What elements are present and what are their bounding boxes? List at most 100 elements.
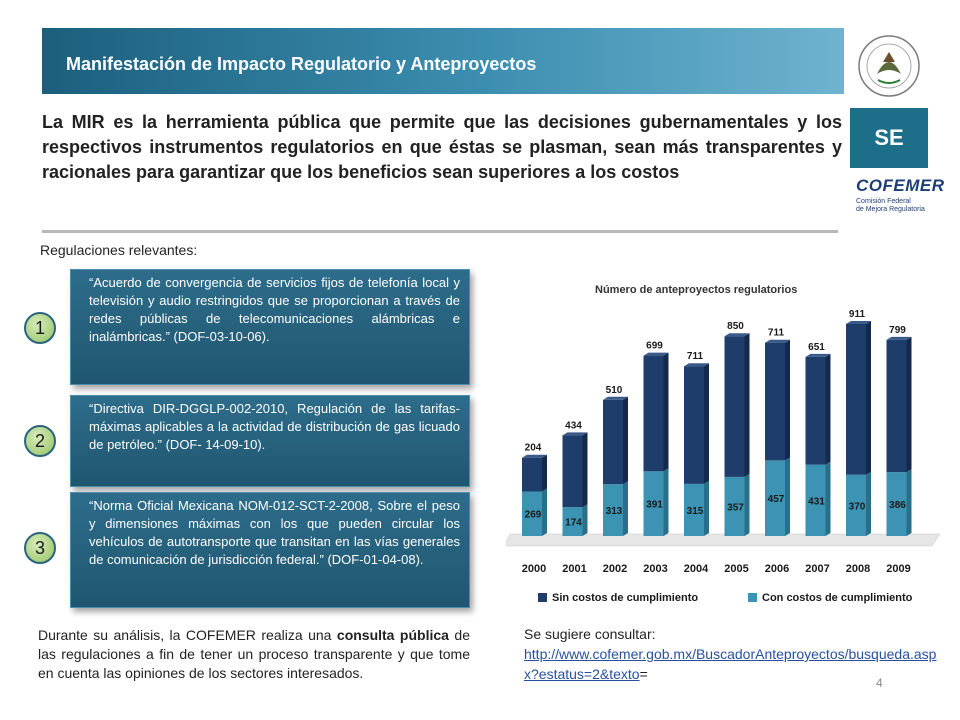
- bar-side-light: [866, 471, 871, 536]
- x-tick-label: 2004: [684, 563, 709, 575]
- x-tick-label: 2001: [562, 563, 586, 575]
- cofemer-logo: COFEMER Comisión Federal de Mejora Regul…: [852, 174, 944, 218]
- intro-text: La MIR es la herramienta pública que per…: [42, 112, 842, 182]
- analysis-text-1: Durante su análisis, la COFEMER realiza …: [38, 627, 337, 643]
- regulation-number-3: 3: [24, 532, 56, 564]
- data-label-con: 386: [889, 500, 906, 511]
- bar-side-dark: [582, 432, 588, 508]
- data-label-con: 315: [687, 506, 704, 517]
- x-tick-label: 2002: [603, 563, 627, 575]
- bar-con-costos: [643, 471, 664, 536]
- analysis-paragraph: Durante su análisis, la COFEMER realiza …: [38, 626, 470, 683]
- bar-side-light: [704, 480, 709, 536]
- data-label-sin: 510: [606, 385, 623, 396]
- cofemer-logo-sub: Comisión Federal de Mejora Regulatoria: [856, 198, 925, 214]
- regulation-box-3: “Norma Oficial Mexicana NOM-012-SCT-2-20…: [70, 492, 470, 608]
- bar-top: [562, 432, 588, 436]
- suggest-block: Se sugiere consultar: http://www.cofemer…: [524, 624, 944, 684]
- data-label-con: 370: [849, 501, 866, 512]
- bar-side-dark: [704, 363, 709, 484]
- x-tick-label: 2009: [886, 563, 910, 575]
- bar-top: [724, 333, 750, 337]
- bar-sin-costos: [724, 336, 745, 477]
- bar-sin-costos: [643, 355, 664, 472]
- bar-side-light: [623, 481, 628, 536]
- legend-swatch-con: [748, 593, 757, 602]
- bar-con-costos: [765, 460, 785, 536]
- bar-top: [765, 339, 790, 343]
- bar-sin-costos: [562, 435, 583, 508]
- relevant-label: Regulaciones relevantes:: [40, 242, 198, 258]
- logo-panel: SE COFEMER Comisión Federal de Mejora Re…: [850, 28, 944, 218]
- bar-sin-costos: [765, 342, 785, 461]
- regulation-number-2: 2: [24, 425, 56, 457]
- x-tick-label: 2008: [846, 563, 870, 575]
- bar-sin-costos: [522, 457, 542, 492]
- bar-chart: 269 204 2000 174 434 2001 313 510 2002 391 699 2003…: [506, 309, 941, 604]
- bar-side-dark: [866, 321, 871, 475]
- page-title: Manifestación de Impacto Regulatorio y A…: [66, 54, 537, 74]
- bar-top: [684, 363, 709, 367]
- data-label-con: 391: [646, 500, 663, 511]
- mexican-seal-icon: [858, 35, 920, 97]
- data-label-sin: 651: [808, 342, 825, 353]
- divider: [42, 230, 838, 233]
- data-label-con: 457: [768, 494, 785, 505]
- bar-sin-costos: [846, 324, 866, 475]
- regulation-number-1: 1: [24, 312, 56, 344]
- x-tick-label: 2005: [724, 563, 748, 575]
- regulation-box-1: “Acuerdo de convergencia de servicios fi…: [70, 269, 470, 385]
- x-tick-label: 2006: [765, 563, 789, 575]
- cofemer-logo-word: COFEMER: [856, 176, 945, 195]
- bar-top: [603, 396, 628, 400]
- data-label-sin: 204: [525, 443, 542, 454]
- bar-top: [846, 321, 871, 324]
- bar-con-costos: [724, 476, 745, 536]
- bar-side-dark: [825, 353, 831, 465]
- data-label-sin: 799: [889, 325, 906, 336]
- analysis-bold: consulta pública: [336, 627, 449, 643]
- data-label-sin: 434: [565, 420, 582, 431]
- bar-top: [643, 352, 669, 356]
- bar-side-dark: [663, 352, 669, 472]
- bar-con-costos: [522, 491, 542, 536]
- bar-side-light: [663, 468, 669, 536]
- bar-side-dark: [542, 454, 547, 492]
- bar-con-costos: [886, 472, 907, 536]
- bar-sin-costos: [684, 366, 704, 484]
- bar-side-dark: [744, 333, 750, 477]
- data-label-sin: 850: [727, 321, 744, 332]
- suggest-label: Se sugiere consultar:: [524, 626, 656, 642]
- legend-swatch-sin: [538, 593, 547, 602]
- legend-label-con: Con costos de cumplimiento: [762, 592, 913, 604]
- chart-container: Número de anteproyectos regulatorios 269…: [506, 278, 946, 614]
- data-label-sin: 711: [768, 328, 785, 339]
- bar-side-light: [906, 469, 912, 536]
- bar-sin-costos: [603, 399, 623, 485]
- regulation-box-2: “Directiva DIR-DGGLP-002-2010, Regulació…: [70, 395, 470, 487]
- suggest-link[interactable]: http://www.cofemer.gob.mx/BuscadorAntepr…: [524, 646, 937, 682]
- analysis-text-2: de las regulaciones a fin de tener un pr…: [38, 627, 470, 681]
- data-label-con: 269: [525, 510, 542, 521]
- data-label-sin: 699: [646, 341, 663, 352]
- cofemer-sub-2: de Mejora Regulatoria: [856, 206, 925, 213]
- bar-side-light: [785, 457, 790, 536]
- bar-sin-costos: [886, 339, 907, 473]
- data-label-con: 357: [727, 502, 744, 513]
- data-label-sin: 711: [687, 351, 704, 362]
- x-tick-label: 2003: [643, 563, 667, 575]
- data-label-sin: 911: [849, 309, 866, 320]
- bar-con-costos: [684, 483, 704, 536]
- suggest-link-line: http://www.cofemer.gob.mx/BuscadorAntepr…: [524, 644, 944, 684]
- x-tick-label: 2007: [805, 563, 829, 575]
- bar-con-costos: [562, 507, 583, 536]
- bar-con-costos: [846, 474, 866, 536]
- bar-side-dark: [906, 336, 912, 473]
- bar-top: [805, 353, 831, 357]
- legend-label-sin: Sin costos de cumplimiento: [552, 592, 698, 604]
- bar-con-costos: [805, 464, 826, 536]
- data-label-con: 313: [606, 506, 623, 517]
- suggest-link-suffix: =: [639, 666, 648, 682]
- bar-con-costos: [603, 484, 623, 536]
- bar-side-light: [542, 488, 547, 536]
